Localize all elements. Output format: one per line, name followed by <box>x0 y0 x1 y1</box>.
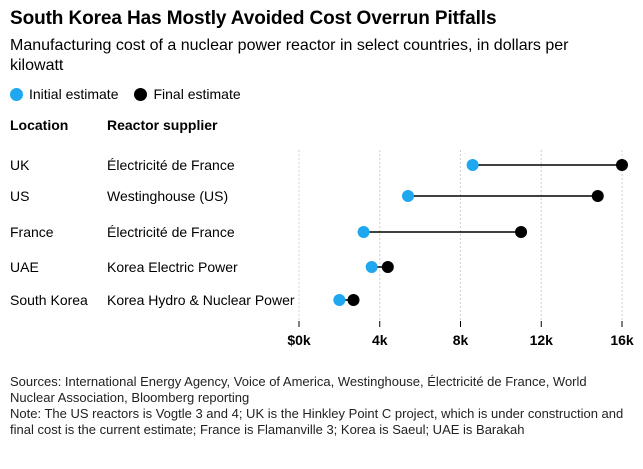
tick-label-1: 4k <box>372 332 388 348</box>
sources-note: Sources: International Energy Agency, Vo… <box>10 374 587 405</box>
legend-label-final: Final estimate <box>153 86 241 102</box>
legend-label-initial: Initial estimate <box>29 86 119 102</box>
legend: Initial estimate Final estimate <box>10 86 257 102</box>
row-supplier-1: Westinghouse (US) <box>107 188 228 204</box>
row-supplier-4: Korea Hydro & Nuclear Power <box>107 292 295 308</box>
row-location-2: France <box>10 224 54 240</box>
tick-label-4: 16k <box>610 332 634 348</box>
final-point-1 <box>591 190 604 202</box>
final-point-0 <box>616 159 628 171</box>
legend-swatch-initial <box>10 87 23 101</box>
legend-item-final: Final estimate <box>134 86 241 102</box>
chart-subtitle: Manufacturing cost of a nuclear power re… <box>10 37 569 74</box>
tick-label-0: $0k <box>287 332 311 348</box>
initial-point-2 <box>357 226 370 238</box>
initial-point-1 <box>402 190 415 202</box>
final-point-2 <box>515 226 528 238</box>
tick-label-2: 8k <box>453 332 469 348</box>
row-supplier-3: Korea Electric Power <box>107 259 238 275</box>
initial-point-0 <box>466 159 479 171</box>
column-header-location: Location <box>10 117 69 133</box>
row-supplier-2: Électricité de France <box>107 224 235 240</box>
tick-label-3: 12k <box>530 332 554 348</box>
row-location-4: South Korea <box>10 292 88 308</box>
chart-title: South Korea Has Mostly Avoided Cost Over… <box>10 8 497 29</box>
initial-point-3 <box>365 261 378 273</box>
column-header-supplier: Reactor supplier <box>107 117 218 133</box>
final-point-3 <box>381 261 394 273</box>
row-location-3: UAE <box>10 259 39 275</box>
final-point-4 <box>347 294 360 306</box>
initial-point-4 <box>333 294 346 306</box>
row-location-0: UK <box>10 157 30 173</box>
row-location-1: US <box>10 188 29 204</box>
legend-item-initial: Initial estimate <box>10 86 118 102</box>
row-supplier-0: Électricité de France <box>107 157 235 173</box>
legend-swatch-final <box>134 87 148 101</box>
footnotes: Sources: International Energy Agency, Vo… <box>10 374 635 438</box>
methodology-note: Note: The US reactors is Vogtle 3 and 4;… <box>10 406 624 437</box>
